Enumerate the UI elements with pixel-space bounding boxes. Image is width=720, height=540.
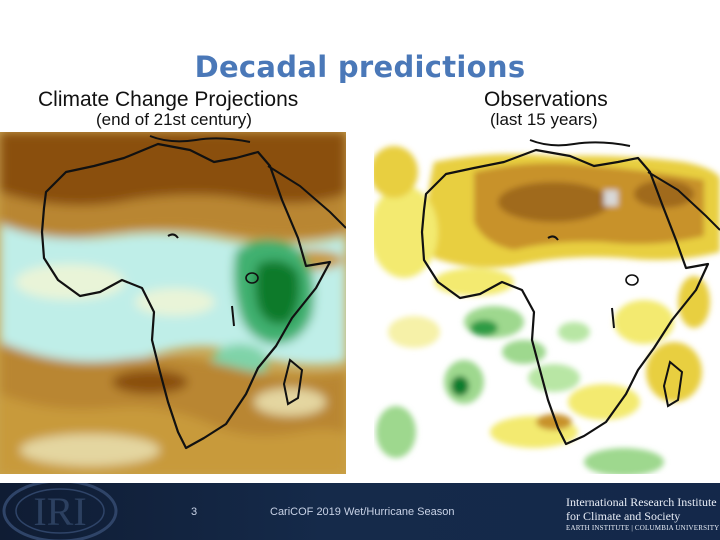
lake-victoria (245, 272, 259, 284)
lake-chad (547, 235, 559, 241)
africa-outline (420, 148, 710, 446)
slide-title: Decadal predictions (194, 50, 526, 84)
iri-logo: IRI (2, 483, 118, 540)
iri-logo-text: IRI (33, 489, 86, 534)
event-name: CariCOF 2019 Wet/Hurricane Season (270, 506, 455, 518)
lake-victoria (625, 274, 639, 286)
left-panel-heading: Climate Change Projections (38, 88, 299, 111)
projection-map (0, 132, 346, 474)
right-panel-subheading: (last 15 years) (490, 110, 598, 129)
arabia-outline (267, 165, 346, 229)
africa-outline (40, 142, 332, 450)
observation-map-graphic (374, 132, 720, 474)
left-panel-subheading: (end of 21st century) (96, 110, 252, 129)
europe-coast (529, 139, 631, 147)
org-name-line1: International Research Institute (566, 495, 717, 509)
page-number: 3 (191, 506, 198, 518)
lake-tanganyika (231, 305, 235, 327)
observation-map (374, 132, 720, 474)
madagascar-outline (282, 358, 304, 406)
right-panel-heading: Observations (484, 88, 608, 111)
projection-map-graphic (0, 132, 346, 474)
org-affiliation: EARTH INSTITUTE | COLUMBIA UNIVERSITY (566, 524, 720, 532)
europe-coast (149, 135, 251, 143)
arabia-outline (647, 171, 720, 231)
lake-chad (167, 233, 179, 239)
footer-bar: IRI 3 CariCOF 2019 Wet/Hurricane Season … (0, 483, 720, 540)
madagascar-outline (662, 360, 684, 408)
lake-tanganyika (611, 307, 615, 329)
org-name-line2: for Climate and Society (566, 509, 681, 523)
